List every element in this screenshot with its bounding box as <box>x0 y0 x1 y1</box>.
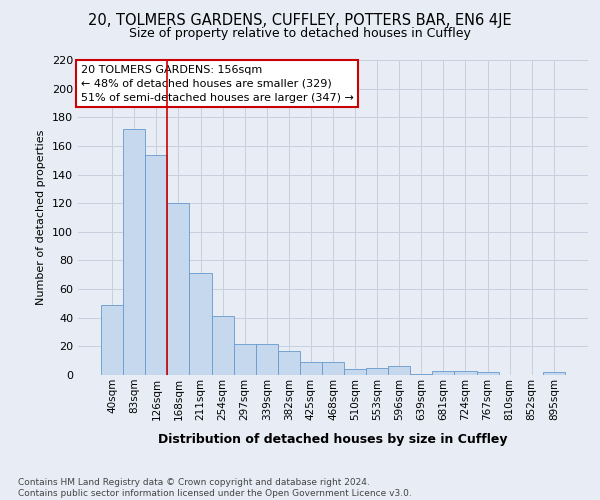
Bar <box>145 154 167 375</box>
Bar <box>300 362 322 375</box>
Text: Distribution of detached houses by size in Cuffley: Distribution of detached houses by size … <box>158 432 508 446</box>
Bar <box>322 362 344 375</box>
Bar <box>476 372 499 375</box>
Bar <box>167 203 190 375</box>
Bar <box>543 372 565 375</box>
Bar <box>101 305 123 375</box>
Bar <box>433 370 454 375</box>
Text: 20, TOLMERS GARDENS, CUFFLEY, POTTERS BAR, EN6 4JE: 20, TOLMERS GARDENS, CUFFLEY, POTTERS BA… <box>88 12 512 28</box>
Bar <box>388 366 410 375</box>
Bar <box>344 370 366 375</box>
Text: Size of property relative to detached houses in Cuffley: Size of property relative to detached ho… <box>129 28 471 40</box>
Y-axis label: Number of detached properties: Number of detached properties <box>37 130 46 305</box>
Bar <box>123 128 145 375</box>
Text: Contains HM Land Registry data © Crown copyright and database right 2024.
Contai: Contains HM Land Registry data © Crown c… <box>18 478 412 498</box>
Bar <box>278 350 300 375</box>
Bar <box>454 370 476 375</box>
Bar <box>366 368 388 375</box>
Bar <box>212 316 233 375</box>
Bar <box>233 344 256 375</box>
Bar <box>256 344 278 375</box>
Bar <box>190 274 212 375</box>
Text: 20 TOLMERS GARDENS: 156sqm
← 48% of detached houses are smaller (329)
51% of sem: 20 TOLMERS GARDENS: 156sqm ← 48% of deta… <box>80 64 353 102</box>
Bar <box>410 374 433 375</box>
